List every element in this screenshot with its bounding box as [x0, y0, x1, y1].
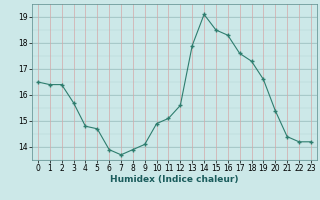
- X-axis label: Humidex (Indice chaleur): Humidex (Indice chaleur): [110, 175, 239, 184]
